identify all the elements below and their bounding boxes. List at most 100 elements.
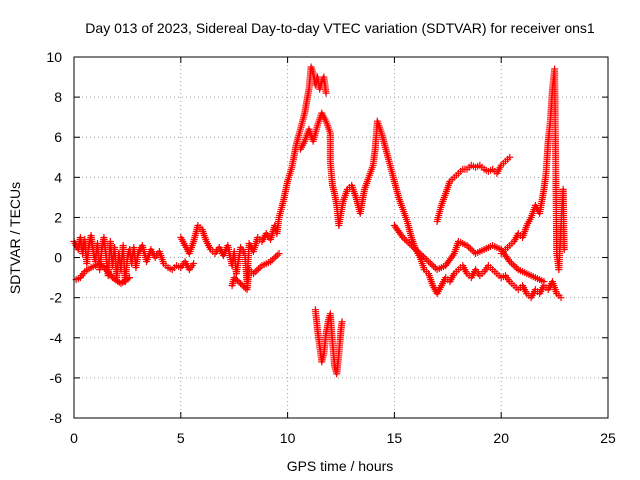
data-trace (357, 187, 368, 215)
data-trace (520, 284, 530, 296)
data-trace (331, 191, 340, 207)
data-trace (297, 139, 308, 151)
y-tick-label: -2 (50, 290, 63, 306)
series-peak-dispersion (296, 109, 565, 302)
y-tick-label: 8 (54, 89, 62, 105)
data-trace (392, 223, 406, 240)
data-trace (378, 131, 389, 151)
x-axis-label: GPS time / hours (287, 458, 394, 474)
x-tick-label: 15 (387, 430, 403, 446)
data-trace (511, 231, 521, 244)
series-evening-drop (228, 250, 283, 294)
data-trace (216, 246, 226, 258)
data-trace (435, 263, 448, 273)
series-early-morning (70, 231, 198, 286)
data-point (506, 153, 514, 161)
data-trace (268, 251, 281, 264)
data-point (560, 246, 568, 254)
data-point (126, 274, 134, 282)
data-point (338, 318, 346, 326)
data-trace (447, 272, 457, 284)
data-trace (89, 261, 101, 271)
data-trace (288, 143, 300, 169)
data-trace (148, 248, 158, 260)
data-trace (438, 191, 449, 207)
data-trace (156, 250, 167, 266)
data-trace (482, 243, 495, 253)
data-trace (524, 215, 534, 227)
data-trace (229, 276, 238, 288)
data-point (416, 250, 424, 258)
data-trace (442, 179, 453, 195)
data-point (463, 242, 471, 250)
data-point (540, 278, 548, 286)
data-trace (418, 251, 431, 264)
data-trace (537, 284, 547, 296)
x-tick-label: 25 (600, 430, 616, 446)
data-trace (474, 247, 486, 257)
data-point (96, 260, 104, 268)
data-points (70, 63, 568, 378)
data-point (230, 274, 238, 282)
series-secondary-ridge (390, 221, 548, 286)
series-mid-morning (177, 63, 330, 286)
data-trace (199, 227, 210, 244)
x-tick-label: 5 (177, 430, 185, 446)
y-axis-label: SDTVAR / TECUs (7, 182, 23, 294)
data-trace (182, 260, 192, 272)
data-trace (374, 119, 385, 135)
data-trace (525, 271, 537, 281)
data-trace (178, 236, 188, 248)
data-trace (451, 240, 462, 256)
data-trace (301, 87, 313, 115)
chart-title: Day 013 of 2023, Sidereal Day-to-day VTE… (85, 20, 595, 36)
data-point (267, 258, 275, 266)
data-trace (326, 159, 336, 187)
series-late-spikes (497, 65, 568, 274)
data-trace (326, 131, 334, 163)
data-trace (404, 219, 415, 239)
data-point (322, 89, 330, 97)
data-point (249, 270, 257, 278)
data-trace (335, 199, 347, 227)
data-trace (260, 259, 272, 269)
data-trace (319, 111, 329, 123)
data-trace (425, 272, 436, 288)
data-trace (545, 280, 555, 292)
y-tick-label: -4 (50, 330, 63, 346)
data-trace (482, 264, 491, 274)
data-trace (395, 195, 406, 211)
y-tick-label: -6 (50, 370, 63, 386)
data-trace (348, 183, 359, 199)
data-trace (409, 243, 422, 256)
data-trace (498, 247, 513, 264)
data-trace (251, 263, 264, 276)
data-trace (97, 261, 108, 272)
data-trace (323, 119, 334, 135)
data-point (190, 260, 198, 268)
data-trace (119, 275, 132, 286)
data-trace (534, 275, 546, 285)
data-trace (559, 187, 568, 252)
data-trace (391, 179, 402, 199)
data-trace (329, 340, 338, 368)
data-trace (204, 240, 214, 252)
data-trace (365, 163, 376, 179)
data-trace (494, 163, 504, 175)
data-trace (178, 260, 188, 270)
data-trace (314, 328, 323, 348)
data-trace (280, 179, 291, 203)
data-trace (186, 240, 197, 256)
data-trace (326, 312, 336, 344)
data-trace (297, 111, 308, 131)
data-trace (528, 288, 538, 300)
data-trace (382, 147, 394, 167)
data-point (425, 258, 433, 266)
series-negative-cluster (311, 306, 346, 378)
data-point (407, 242, 415, 250)
data-trace (473, 268, 482, 278)
y-tick-label: 2 (54, 209, 62, 225)
data-trace (443, 251, 457, 268)
data-trace (312, 308, 321, 332)
data-trace (329, 183, 338, 195)
